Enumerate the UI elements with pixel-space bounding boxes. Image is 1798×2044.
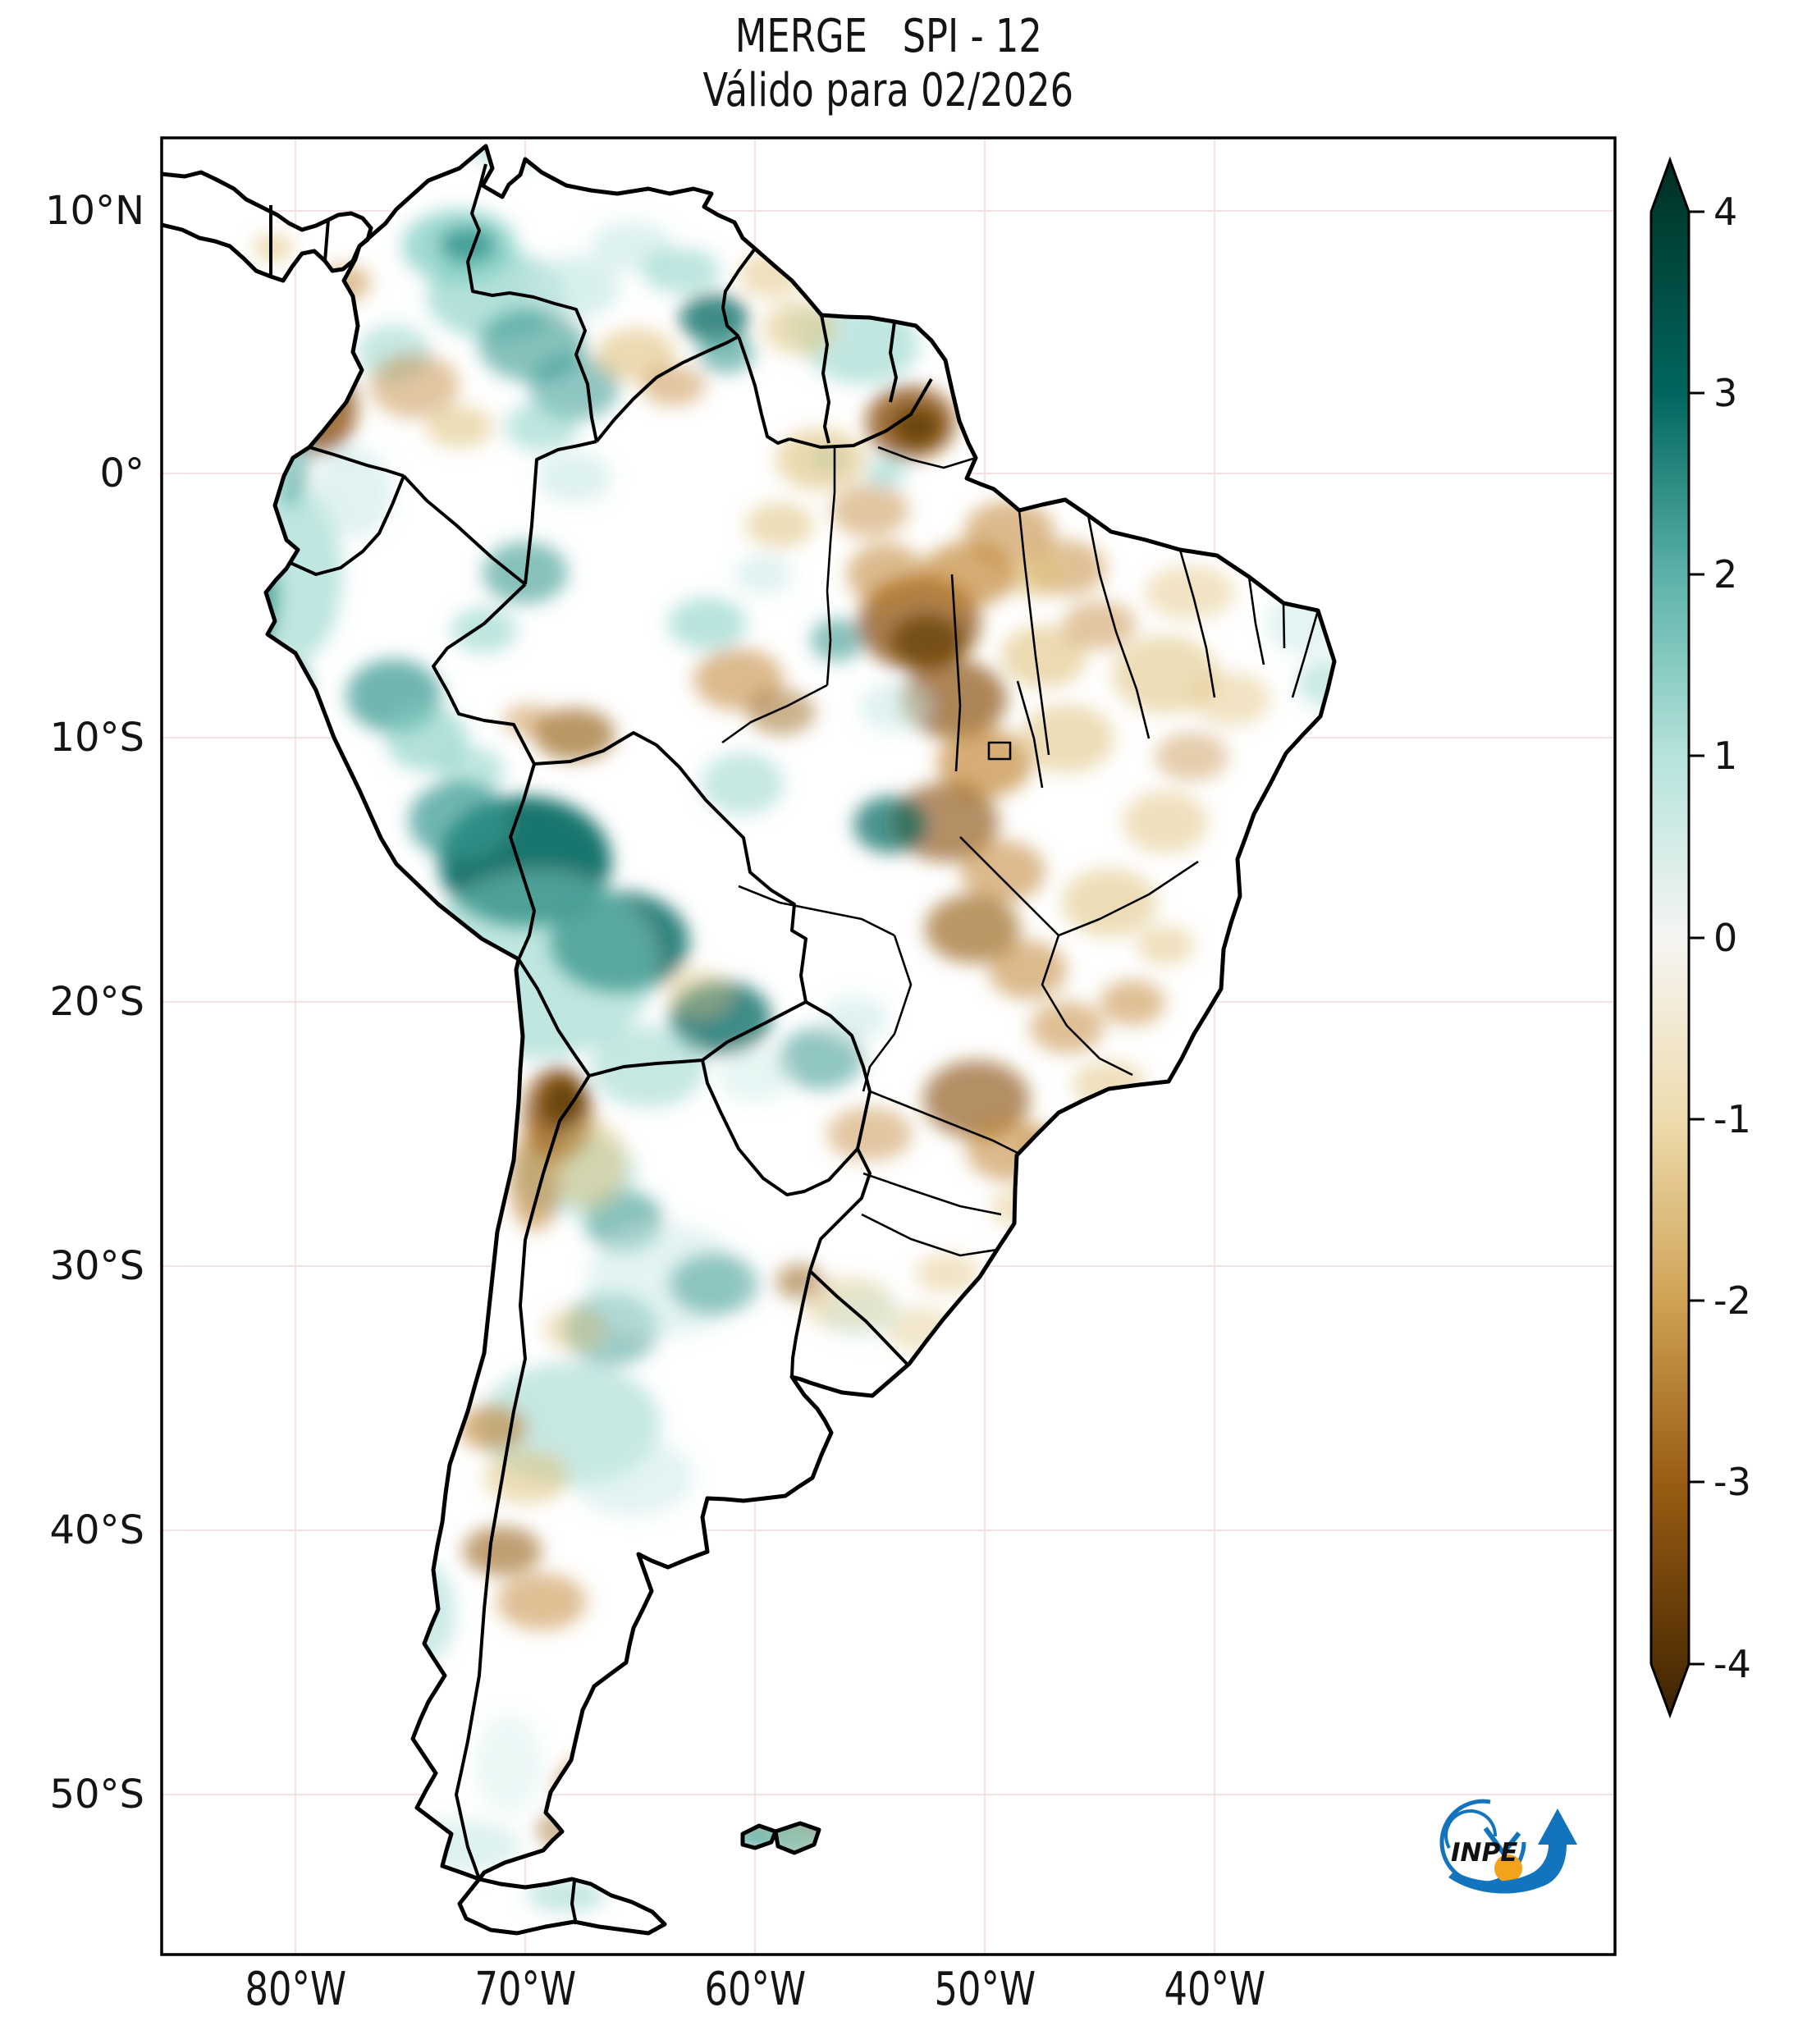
- logo-big-arrow-icon: [1448, 1809, 1577, 1894]
- coastline: [161, 144, 1337, 1936]
- logo-text: INPE: [1451, 1838, 1517, 1868]
- colorbar: [1649, 156, 1704, 1719]
- lat-tick-label-20s: 20°S: [49, 979, 144, 1025]
- plot-title-line1: MERGE SPI - 12: [162, 11, 1615, 62]
- spi-anomaly-field: [198, 146, 1334, 1912]
- colorbar-tick-label-m2: -2: [1713, 1278, 1751, 1323]
- colorbar-tick-marks: [1689, 210, 1704, 1666]
- colorbar-tick-label-0: 0: [1713, 916, 1738, 960]
- logo-orange-dot-icon: [1494, 1854, 1522, 1882]
- lat-tick-label-0: 0°: [99, 450, 144, 496]
- lat-tick-label-50s: 50°S: [49, 1772, 144, 1818]
- logo-swirl-arrowhead-icon: [1483, 1827, 1521, 1857]
- lon-tick-label-50w-text: 50°W: [934, 1963, 1036, 2016]
- lon-tick-label-70w: 70°W: [435, 1966, 615, 2014]
- colorbar-tick-label-2: 2: [1713, 552, 1738, 597]
- plot-title-line2-text: Válido para 02/2026: [702, 64, 1074, 117]
- lat-tick-label-30s: 30°S: [49, 1243, 144, 1289]
- lon-tick-label-40w: 40°W: [1124, 1966, 1305, 2014]
- lon-tick-label-70w-text: 70°W: [474, 1963, 576, 2016]
- state-borders: [721, 446, 1320, 1257]
- lon-tick-label-60w: 60°W: [665, 1966, 845, 2014]
- lon-tick-label-40w-text: 40°W: [1164, 1963, 1265, 2016]
- inpe-logo: INPE: [1439, 1799, 1577, 1894]
- colorbar-gradient-bar: [1649, 156, 1690, 1719]
- colorbar-tick-label-m4: -4: [1713, 1642, 1751, 1686]
- lon-tick-label-80w-text: 80°W: [245, 1963, 346, 2016]
- colorbar-tick-label-4: 4: [1713, 190, 1738, 234]
- plot-title-line1-text: MERGE SPI - 12: [734, 10, 1042, 63]
- lat-tick-label-40s: 40°S: [49, 1507, 144, 1553]
- logo-inner-swirl-icon: [1444, 1809, 1498, 1849]
- colorbar-tick-label-m1: -1: [1713, 1097, 1751, 1141]
- plot-frame: [160, 136, 1617, 1956]
- country-borders: [269, 163, 933, 1925]
- lat-tick-label-10n: 10°N: [45, 188, 144, 234]
- lon-tick-label-50w: 50°W: [894, 1966, 1075, 2014]
- lon-tick-label-80w: 80°W: [205, 1966, 386, 2014]
- colorbar-tick-label-m3: -3: [1713, 1460, 1751, 1504]
- colorbar-tick-label-3: 3: [1713, 371, 1738, 415]
- lat-tick-label-10s: 10°S: [49, 715, 144, 761]
- lon-tick-label-60w-text: 60°W: [704, 1963, 806, 2016]
- colorbar-tick-label-1: 1: [1713, 734, 1738, 778]
- plot-title-line2: Válido para 02/2026: [162, 66, 1615, 117]
